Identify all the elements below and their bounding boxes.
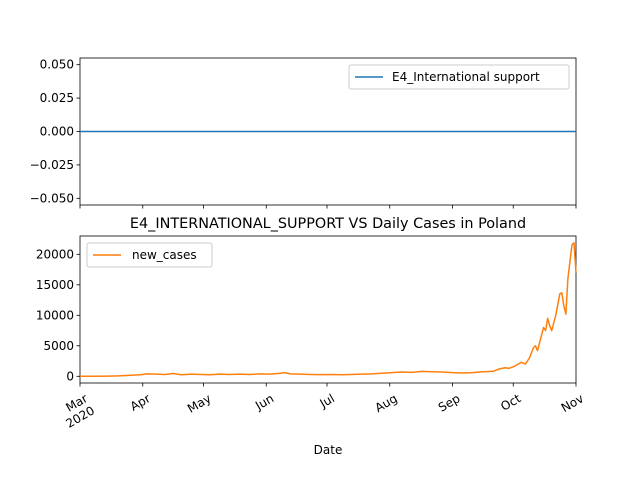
- bottom-axes-frame: [79, 235, 577, 384]
- bottom-series-lines: [79, 241, 577, 378]
- bottom-x-tick-label: Jul: [316, 391, 336, 411]
- bottom-legend-box: [86, 242, 213, 268]
- top-y-tick-label: 0.000: [40, 125, 74, 139]
- x-axis-label: Date: [314, 443, 343, 457]
- top-legend-box: [348, 64, 570, 90]
- chart-title: E4_INTERNATIONAL_SUPPORT VS Daily Cases …: [130, 216, 526, 232]
- bottom-y-tick-label: 0: [66, 369, 74, 383]
- top-y-tick-label: 0.025: [40, 91, 74, 105]
- bottom-series-line: [79, 241, 577, 378]
- bottom-legend-label: new_cases: [132, 248, 197, 262]
- bottom-y-ticks: 0 5000 10000 15000 20000: [36, 247, 80, 383]
- top-y-ticks: −0.050 −0.025 0.000 0.025 0.050: [30, 58, 80, 205]
- top-y-tick-label: 0.050: [40, 58, 74, 72]
- top-panel: −0.050 −0.025 0.000 0.025 0.050 E4_Internati…: [30, 57, 577, 209]
- top-y-tick-label: −0.025: [30, 158, 74, 172]
- bottom-legend: new_cases: [86, 242, 213, 268]
- top-legend-label: E4_International support: [392, 70, 540, 84]
- top-x-ticks: [79, 205, 577, 209]
- bottom-panel: E4_INTERNATIONAL_SUPPORT VS Daily Cases …: [36, 216, 586, 457]
- bottom-y-tick-label: 20000: [36, 247, 74, 261]
- bottom-x-tick-label-line: Jul: [316, 391, 336, 411]
- top-y-tick-label: −0.050: [30, 191, 74, 205]
- bottom-y-tick-label: 10000: [36, 308, 74, 322]
- bottom-y-tick-label: 15000: [36, 278, 74, 292]
- top-legend: E4_International support: [348, 64, 570, 90]
- bottom-y-tick-label: 5000: [43, 339, 74, 353]
